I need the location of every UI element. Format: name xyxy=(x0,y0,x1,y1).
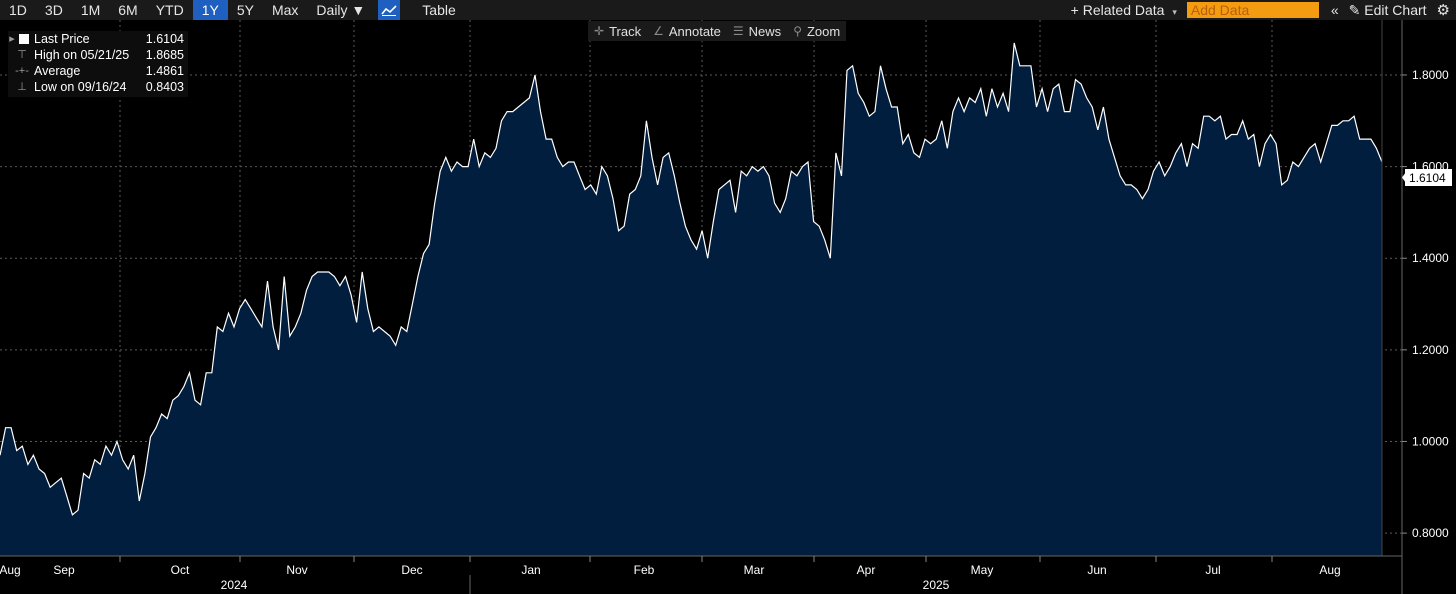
related-data-label: + Related Data xyxy=(1070,2,1165,18)
year-label: 2024 xyxy=(221,578,248,592)
low-marker-icon: ⊥ xyxy=(17,81,27,93)
legend-last-price-value: 1.6104 xyxy=(145,32,184,46)
price-area-fill xyxy=(0,42,1382,556)
x-tick-label: May xyxy=(971,563,994,577)
track-button[interactable]: ✛ Track xyxy=(588,24,647,39)
x-tick-label: Nov xyxy=(286,563,307,577)
zoom-icon: ⚲ xyxy=(793,24,802,38)
annotate-icon: ∠ xyxy=(653,24,664,38)
x-tick-label: Aug xyxy=(1319,563,1340,577)
add-data-input[interactable]: Add Data xyxy=(1186,2,1319,18)
legend-low-value: 0.8403 xyxy=(145,80,184,94)
y-tick-label: 0.8000 xyxy=(1412,526,1449,540)
x-tick-label: Oct xyxy=(171,563,190,577)
range-1m-button[interactable]: 1M xyxy=(80,2,101,18)
legend-average-label: Average xyxy=(34,64,81,78)
track-label: Track xyxy=(609,23,642,39)
legend-average: -+- Average 1.4861 xyxy=(8,63,188,79)
range-5y-button[interactable]: 5Y xyxy=(236,2,254,18)
y-tick-label: 1.0000 xyxy=(1412,434,1449,448)
range-3d-button[interactable]: 3D xyxy=(44,2,63,18)
x-tick-label: Jun xyxy=(1087,563,1106,577)
frequency-dropdown[interactable]: Daily ▼ xyxy=(316,2,366,18)
news-button[interactable]: ☰ News xyxy=(727,24,787,39)
legend-high-label: High on 05/21/25 xyxy=(34,48,130,62)
news-label: News xyxy=(748,23,782,39)
y-tick-label: 1.8000 xyxy=(1412,68,1449,82)
year-label: 2025 xyxy=(923,578,950,592)
chart-tools-bar: ✛ Track ∠ Annotate ☰ News ⚲ Zoom xyxy=(588,21,847,41)
legend-last-price-label: Last Price xyxy=(34,32,90,46)
legend-expand-icon: ▸ xyxy=(9,33,15,45)
x-axis-ticks: Aug Sep Oct Nov Dec Jan Feb Mar Apr May Jun Jul Aug xyxy=(0,556,1341,577)
x-tick-label: Jul xyxy=(1205,563,1220,577)
range-6m-button[interactable]: 6M xyxy=(118,2,138,18)
range-ytd-button[interactable]: YTD xyxy=(155,2,184,18)
table-view-button[interactable]: Table xyxy=(422,2,456,18)
x-tick-label: Apr xyxy=(857,563,876,577)
legend-high: ⊤ High on 05/21/25 1.8685 xyxy=(8,47,188,63)
price-line xyxy=(0,42,1383,516)
annotate-label: Annotate xyxy=(668,23,721,39)
svg-text:1.6104: 1.6104 xyxy=(1409,171,1446,185)
news-icon: ☰ xyxy=(732,24,744,38)
zoom-button[interactable]: ⚲ Zoom xyxy=(787,24,846,39)
edit-chart-label: Edit Chart xyxy=(1364,1,1427,18)
x-tick-label: Mar xyxy=(744,563,765,577)
range-1y-button[interactable]: 1Y xyxy=(192,0,228,20)
range-1d-button[interactable]: 1D xyxy=(9,2,27,18)
related-data-dropdown[interactable]: + Related Data ▾ xyxy=(1061,2,1187,18)
x-tick-label: Dec xyxy=(401,563,422,577)
chart-toolbar: 1D 3D 1M 6M YTD 1Y 5Y Max Daily ▼ Table … xyxy=(0,0,1456,20)
zoom-label: Zoom xyxy=(806,23,841,39)
legend-last-price[interactable]: ▸ Last Price 1.6104 xyxy=(8,31,188,47)
high-marker-icon: ⊤ xyxy=(17,49,27,61)
gear-icon[interactable]: ⚙ xyxy=(1436,2,1450,19)
year-labels: 2024 2025 xyxy=(221,578,950,592)
legend-low-label: Low on 09/16/24 xyxy=(34,80,127,94)
collapse-chevrons-icon[interactable]: « xyxy=(1330,2,1339,18)
y-tick-label: 1.4000 xyxy=(1412,251,1449,265)
annotate-button[interactable]: ∠ Annotate xyxy=(647,24,727,39)
last-price-swatch xyxy=(19,34,29,44)
line-chart-icon[interactable] xyxy=(378,0,401,20)
chart-legend: ▸ Last Price 1.6104 ⊤ High on 05/21/25 1… xyxy=(8,31,188,97)
range-max-button[interactable]: Max xyxy=(271,2,299,18)
last-price-tag: 1.6104 xyxy=(1402,169,1452,186)
x-tick-label: Jan xyxy=(521,563,540,577)
legend-high-value: 1.8685 xyxy=(145,48,184,62)
y-tick-label: 1.2000 xyxy=(1412,343,1449,357)
caret-down-icon: ▾ xyxy=(1172,7,1177,17)
edit-chart-button[interactable]: ✎ Edit Chart xyxy=(1343,2,1433,19)
crosshair-icon: ✛ xyxy=(594,24,605,38)
x-tick-label: Aug xyxy=(0,563,21,577)
pencil-icon: ✎ xyxy=(1348,1,1361,18)
legend-average-value: 1.4861 xyxy=(145,64,184,78)
x-tick-label: Feb xyxy=(634,563,655,577)
x-tick-label: Sep xyxy=(53,563,75,577)
average-marker-icon: -+- xyxy=(15,65,29,77)
legend-low: ⊥ Low on 09/16/24 0.8403 xyxy=(8,79,188,95)
